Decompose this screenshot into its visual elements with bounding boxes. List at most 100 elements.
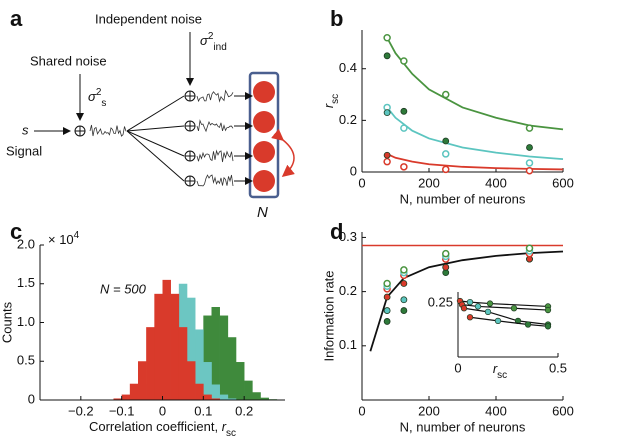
hist-bar bbox=[252, 392, 261, 400]
curve bbox=[386, 106, 564, 160]
open-point bbox=[442, 150, 450, 158]
branch bbox=[126, 130, 185, 157]
open-point bbox=[400, 266, 408, 274]
inset-point bbox=[474, 303, 482, 310]
sum-node bbox=[185, 121, 195, 131]
x-tick-label: 0.2 bbox=[235, 403, 253, 418]
inset-x-label: rsc bbox=[493, 361, 507, 381]
neuron bbox=[253, 141, 275, 163]
hist-bar bbox=[211, 398, 220, 400]
shared-noise bbox=[89, 124, 127, 137]
hist-bar bbox=[211, 307, 220, 400]
open-point bbox=[525, 244, 534, 253]
open-point bbox=[400, 163, 408, 171]
independent-noise-label: Independent noise bbox=[95, 11, 202, 26]
inset-point bbox=[466, 314, 474, 321]
hist-bar bbox=[236, 362, 245, 400]
hist-bar bbox=[211, 384, 220, 400]
independent-symbol-part: σ bbox=[200, 33, 209, 48]
x-label-part: Correlation coefficient, bbox=[89, 419, 222, 434]
shared-symbol-part: σ bbox=[88, 89, 97, 104]
sum-node bbox=[75, 126, 85, 136]
y-label: rsc bbox=[321, 94, 341, 108]
independent-noise bbox=[196, 174, 234, 187]
x-tick-label: 400 bbox=[485, 175, 507, 190]
inset-x-label-part: r bbox=[493, 361, 498, 376]
open-point bbox=[400, 124, 408, 132]
x-tick-label: 0 bbox=[454, 360, 461, 375]
independent-symbol: σ2ind bbox=[200, 31, 227, 53]
hist-bar bbox=[195, 329, 204, 400]
filled-point bbox=[442, 263, 450, 271]
hist-bar bbox=[195, 383, 204, 400]
y-tick-label: 0.1 bbox=[339, 337, 357, 352]
y-tick-label: 0.3 bbox=[339, 229, 357, 244]
hist-bar bbox=[203, 315, 212, 400]
independent-noise bbox=[196, 119, 234, 133]
y-label: Information rate bbox=[321, 270, 336, 361]
multiplier: × 104 bbox=[48, 230, 80, 247]
y-tick-label: 1.5 bbox=[17, 275, 35, 290]
x-label: N, number of neurons bbox=[400, 419, 526, 434]
hist-bar bbox=[203, 362, 212, 400]
open-point bbox=[442, 249, 450, 258]
x-tick-label: 0 bbox=[159, 403, 166, 418]
hist-bar bbox=[219, 394, 229, 400]
open-point bbox=[442, 165, 450, 174]
independent-symbol-part: 2 bbox=[208, 31, 214, 42]
hist-bar bbox=[162, 279, 171, 400]
open-point bbox=[442, 90, 450, 99]
open-point bbox=[525, 159, 534, 167]
x-tick-label: 400 bbox=[485, 403, 507, 418]
inset-point bbox=[484, 308, 492, 316]
filled-point bbox=[400, 280, 408, 287]
panel-label: a bbox=[10, 6, 23, 31]
y-tick-label: 0.2 bbox=[339, 112, 357, 127]
filled-point bbox=[400, 296, 408, 304]
hist-bar bbox=[170, 293, 180, 400]
filled-point bbox=[383, 109, 391, 117]
curve bbox=[386, 37, 564, 131]
open-point bbox=[383, 33, 391, 42]
panel-label: c bbox=[10, 219, 22, 244]
y-tick-label: 0.25 bbox=[428, 294, 453, 309]
open-point bbox=[383, 279, 391, 288]
inset-point bbox=[460, 305, 468, 312]
x-tick-label: 600 bbox=[552, 175, 574, 190]
filled-point bbox=[383, 52, 391, 60]
inset-point bbox=[466, 298, 474, 306]
hist-bar bbox=[203, 394, 212, 400]
branch bbox=[126, 125, 185, 132]
neuron bbox=[253, 81, 275, 103]
y-tick-label: 0.2 bbox=[339, 283, 357, 298]
neuron bbox=[253, 111, 275, 133]
inset-point bbox=[524, 321, 532, 328]
filled-point bbox=[383, 293, 391, 301]
panel-label: b bbox=[330, 6, 343, 31]
hist-bar bbox=[227, 398, 237, 400]
x-tick-label: 0.1 bbox=[194, 403, 212, 418]
panel-label: d bbox=[330, 219, 343, 244]
inset-curve bbox=[461, 304, 549, 311]
hist-bar bbox=[129, 383, 139, 400]
inset-curve bbox=[459, 300, 549, 308]
inset-point bbox=[494, 317, 502, 325]
coupling-arrow bbox=[271, 128, 295, 177]
annotation: N = 500 bbox=[100, 281, 147, 296]
sum-node bbox=[185, 176, 195, 186]
x-tick-label: 600 bbox=[552, 403, 574, 418]
open-point bbox=[383, 157, 391, 166]
hist-bar bbox=[244, 380, 253, 400]
hist-bar bbox=[187, 297, 196, 400]
sum-node bbox=[185, 151, 195, 161]
y-tick-label: 0 bbox=[350, 163, 357, 178]
hist-bar bbox=[187, 361, 196, 400]
diagram: a Independent noise Shared noise s Signa… bbox=[6, 6, 295, 221]
x-label-part: r bbox=[222, 419, 227, 434]
shared-noise-label: Shared noise bbox=[30, 53, 107, 68]
filled-point bbox=[400, 107, 408, 115]
sum-node bbox=[185, 91, 195, 101]
y-tick-label: 0.5 bbox=[17, 353, 35, 368]
x-tick-label: −0.1 bbox=[109, 403, 135, 418]
inset-point bbox=[544, 306, 552, 314]
